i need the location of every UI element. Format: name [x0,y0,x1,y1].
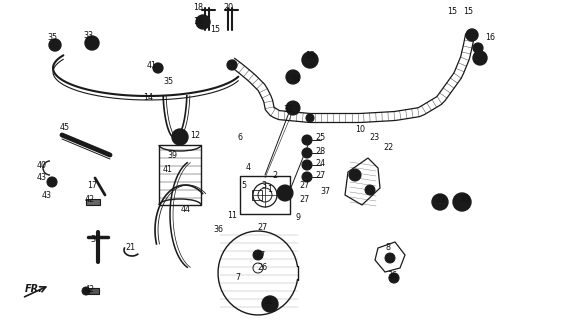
Text: 29: 29 [435,196,445,204]
Text: 36: 36 [387,270,397,279]
Text: 43: 43 [42,190,52,199]
Text: 5: 5 [241,180,247,189]
Circle shape [453,193,471,211]
Circle shape [153,63,163,73]
Circle shape [253,250,263,260]
Text: 27: 27 [315,171,325,180]
Text: 30: 30 [459,196,469,204]
Text: 28: 28 [315,148,325,156]
Bar [240,176,290,214]
Circle shape [49,39,61,51]
Circle shape [306,114,314,122]
Bar [252,190,262,200]
Text: 38: 38 [90,236,100,244]
Text: 19: 19 [305,51,315,60]
Text: 32: 32 [283,106,293,115]
Circle shape [286,70,300,84]
Circle shape [385,253,395,263]
Text: 27: 27 [255,251,265,260]
Text: 35: 35 [47,34,57,43]
Text: 7: 7 [236,274,241,283]
Bar [159,145,201,205]
Text: 2: 2 [272,171,277,180]
Text: 27: 27 [300,196,310,204]
Circle shape [266,300,274,308]
Text: 27: 27 [257,223,267,233]
Circle shape [302,172,312,182]
Text: 3: 3 [261,180,267,189]
Circle shape [302,148,312,158]
Polygon shape [375,242,405,272]
Text: 12: 12 [190,131,200,140]
Text: 11: 11 [227,211,237,220]
Text: 23: 23 [369,133,379,142]
Circle shape [277,185,293,201]
Bar [85,288,99,294]
Text: 36: 36 [213,226,223,235]
Text: 42: 42 [85,196,95,204]
Text: 20: 20 [223,4,233,12]
Text: 43: 43 [37,173,47,182]
Circle shape [227,60,237,70]
Text: 27: 27 [300,180,310,189]
Text: 8: 8 [386,244,391,252]
Circle shape [262,296,278,312]
Text: 37: 37 [320,188,330,196]
Text: 15: 15 [447,7,457,17]
Text: 15: 15 [463,7,473,17]
Text: 1: 1 [268,186,272,195]
Text: 35: 35 [163,77,173,86]
Text: 6: 6 [237,133,243,142]
Bar [86,199,100,205]
Text: 33: 33 [83,30,93,39]
Circle shape [82,287,90,295]
Circle shape [85,36,99,50]
Circle shape [473,43,483,53]
Text: 16: 16 [485,34,495,43]
Text: FR.: FR. [25,284,43,294]
Text: 21: 21 [125,244,135,252]
Circle shape [349,169,361,181]
Text: 17: 17 [87,180,97,189]
Circle shape [302,52,318,68]
Text: 24: 24 [315,158,325,167]
Circle shape [466,29,478,41]
Text: 41: 41 [163,165,173,174]
Circle shape [302,160,312,170]
Text: 10: 10 [355,125,365,134]
Circle shape [365,185,375,195]
Text: 26: 26 [257,263,267,273]
Circle shape [281,189,289,197]
Circle shape [196,15,210,29]
Text: 15: 15 [210,26,220,35]
Text: 45: 45 [60,124,70,132]
Text: 25: 25 [315,133,325,142]
Text: 9: 9 [295,213,300,222]
Circle shape [302,135,312,145]
Text: 44: 44 [181,205,191,214]
Text: 41: 41 [147,60,157,69]
Text: 42: 42 [85,285,95,294]
Text: 31: 31 [263,298,273,307]
Circle shape [389,273,399,283]
Text: 16: 16 [193,18,203,27]
Text: 14: 14 [143,93,153,102]
Text: 39: 39 [167,150,177,159]
Circle shape [473,51,487,65]
Circle shape [432,194,448,210]
Text: 34: 34 [290,76,300,84]
Circle shape [286,101,300,115]
Polygon shape [345,158,380,205]
Circle shape [47,177,57,187]
Text: 18: 18 [193,4,203,12]
Text: 4: 4 [245,164,251,172]
Text: 22: 22 [383,143,393,153]
Circle shape [172,129,188,145]
Text: 40: 40 [37,161,47,170]
